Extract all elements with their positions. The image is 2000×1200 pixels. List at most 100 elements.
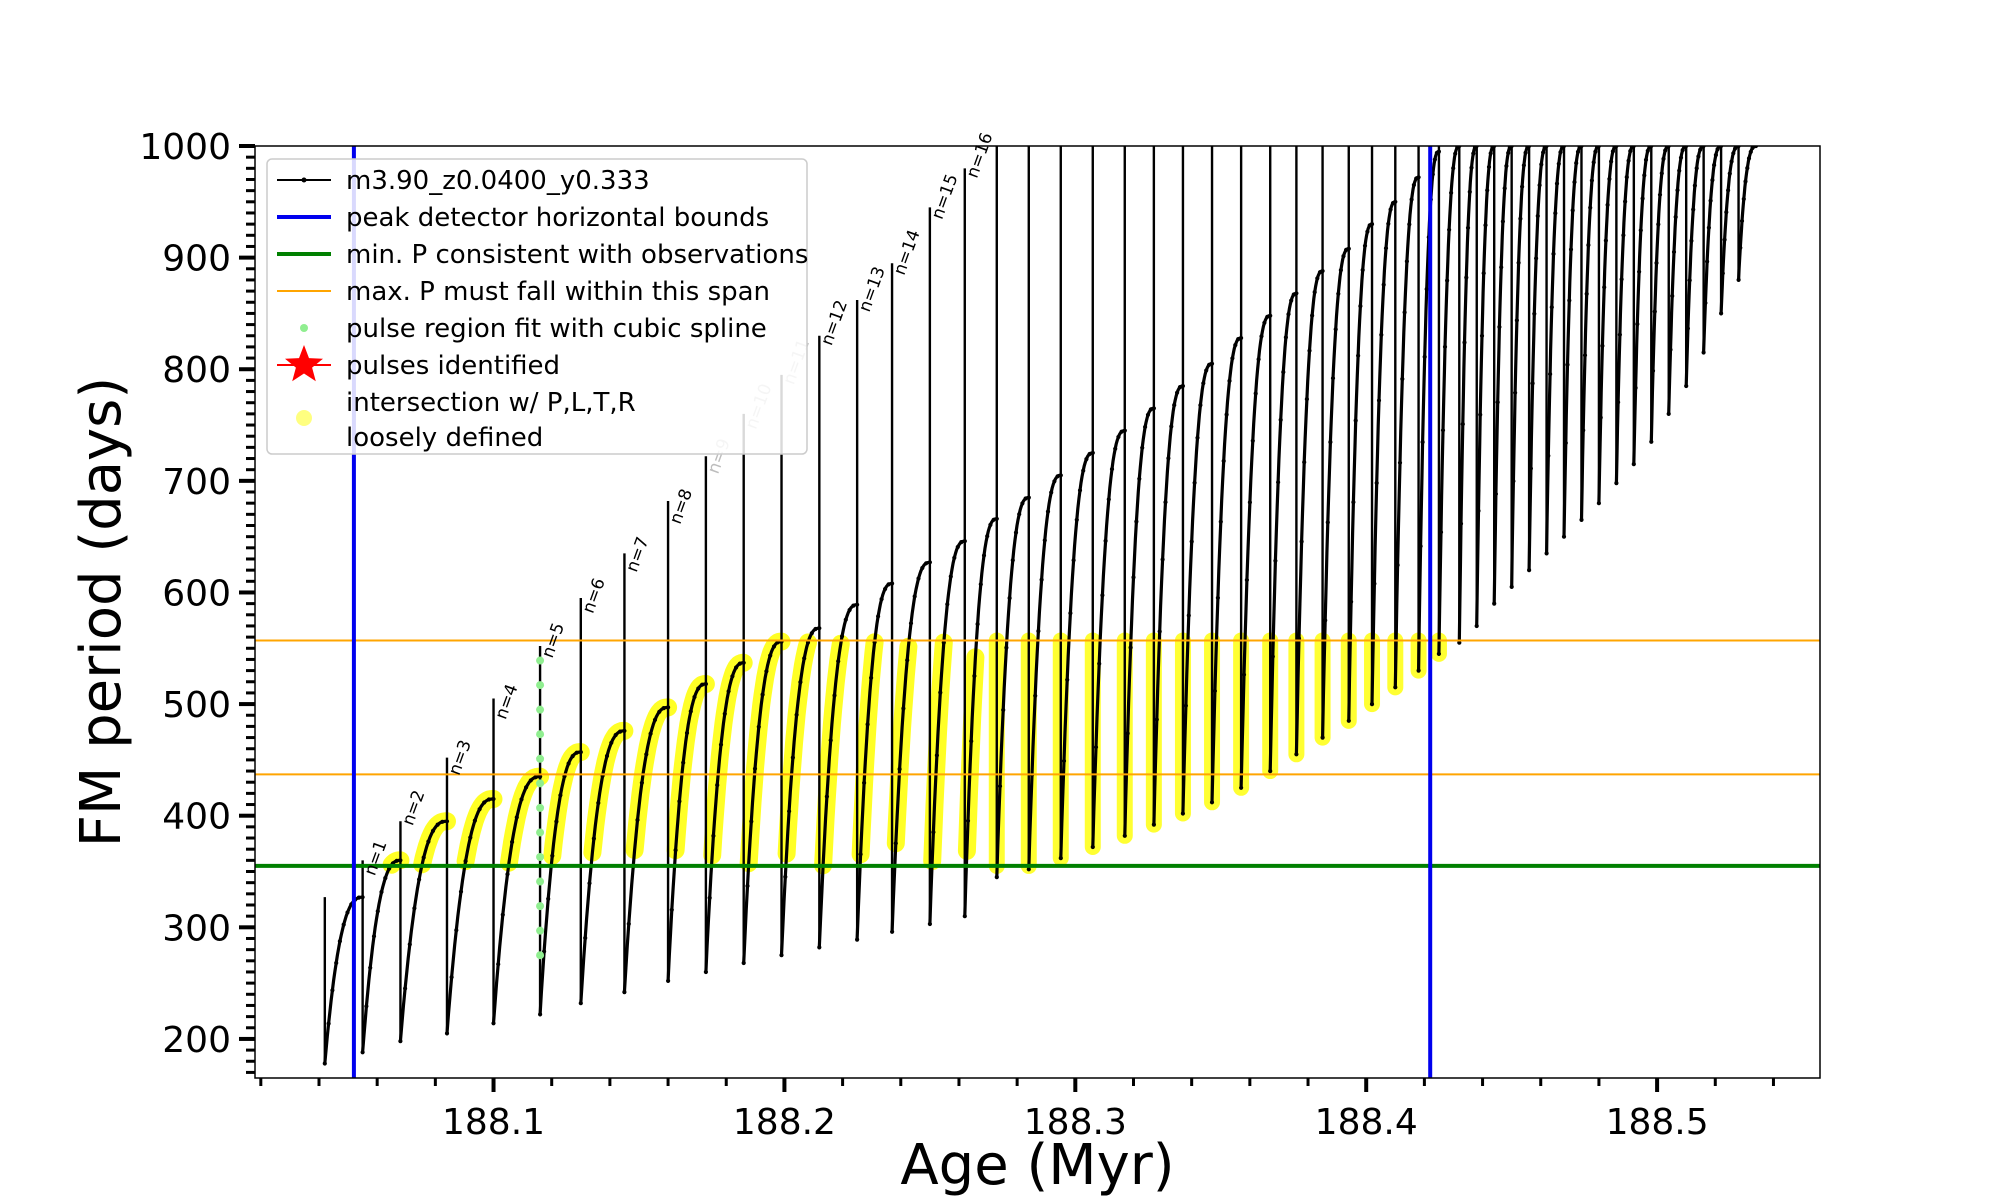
track-point <box>657 709 662 714</box>
track-point <box>477 807 482 812</box>
track-point <box>1281 370 1286 375</box>
track-point <box>879 597 884 602</box>
track-point <box>1469 165 1474 170</box>
track-point <box>613 732 618 738</box>
track-point <box>1746 156 1752 161</box>
track-point <box>1745 166 1750 171</box>
spline-point <box>536 852 545 861</box>
track-point <box>1183 703 1188 708</box>
track-point <box>1506 150 1511 156</box>
track-point <box>941 640 946 645</box>
legend-label: loosely defined <box>346 423 543 453</box>
track-point <box>1464 275 1469 280</box>
track-point <box>794 712 799 717</box>
track-point <box>832 693 837 698</box>
track-point <box>449 975 454 980</box>
track-point <box>924 561 929 566</box>
track-point <box>916 576 921 581</box>
track-point <box>1283 335 1288 340</box>
track-point <box>1643 157 1649 162</box>
track-point <box>1312 290 1317 295</box>
track-point <box>1661 156 1666 161</box>
track-point <box>440 819 445 824</box>
track-point <box>496 962 501 967</box>
legend-label: min. P consistent with observations <box>346 240 808 270</box>
track-point <box>596 800 601 806</box>
track-point <box>1495 400 1500 405</box>
legend-dot-swatch <box>301 177 307 183</box>
track-point <box>1422 354 1427 359</box>
track-point <box>1189 539 1194 544</box>
track-point <box>988 522 993 528</box>
track-point <box>1722 237 1727 242</box>
track-point <box>752 766 758 771</box>
track-point <box>1336 291 1341 296</box>
track-point <box>1358 304 1363 309</box>
track-point <box>1556 161 1561 166</box>
track-point <box>1119 429 1124 434</box>
track-point <box>1652 309 1657 314</box>
track-point <box>1409 197 1414 202</box>
track-point <box>1033 693 1038 698</box>
legend-entry: intersection w/ P,L,T,R loosely defined <box>296 388 636 453</box>
track-point <box>1315 276 1320 281</box>
track-point <box>1609 159 1614 164</box>
legend-label: intersection w/ P,L,T,R <box>346 388 636 418</box>
track-point <box>1462 340 1467 345</box>
track-point <box>1338 268 1343 273</box>
legend-entry: pulse region fit with cubic spline <box>300 314 767 344</box>
track-point <box>1548 372 1553 377</box>
y-tick-label: 700 <box>162 462 231 503</box>
track-point <box>1626 158 1631 163</box>
legend-entry: min. P consistent with observations <box>277 240 808 270</box>
track-point <box>1330 376 1336 381</box>
track-point <box>1100 593 1105 598</box>
track-point <box>463 859 468 864</box>
track-point <box>809 631 814 636</box>
track-point <box>1572 180 1577 185</box>
track-point <box>1289 298 1294 303</box>
track-point <box>905 658 910 663</box>
track-point <box>1055 474 1060 479</box>
track-point <box>417 877 422 882</box>
track-point <box>1518 216 1523 221</box>
track-point <box>1276 480 1281 485</box>
track-point <box>1353 418 1358 423</box>
track-point <box>1039 577 1044 582</box>
axes-frame <box>254 145 1821 1079</box>
track-point <box>1575 149 1581 154</box>
track-point <box>394 858 399 863</box>
track-point <box>550 853 555 858</box>
track-point <box>847 607 852 613</box>
track-point <box>1645 148 1650 153</box>
track-point <box>920 565 925 571</box>
track-point <box>972 673 977 679</box>
track-point <box>1673 214 1678 220</box>
track-point <box>893 841 898 846</box>
track-point <box>1486 164 1492 170</box>
track-point <box>1023 496 1028 501</box>
track-point <box>1007 596 1012 601</box>
track-point <box>1705 259 1710 264</box>
track-point <box>1602 285 1607 290</box>
track-point <box>426 839 431 844</box>
track-point <box>1383 246 1389 251</box>
spline-point <box>536 926 545 935</box>
track-point <box>975 622 980 627</box>
track-point <box>1504 163 1509 169</box>
spline-point <box>536 681 545 690</box>
track-point <box>458 889 464 894</box>
track-point <box>1074 517 1079 522</box>
track-point <box>813 626 818 632</box>
legend-label: m3.90_z0.0400_y0.333 <box>346 166 650 196</box>
track-point <box>1386 221 1391 226</box>
track-point <box>1692 183 1697 188</box>
track-point <box>1169 424 1174 429</box>
track-point <box>554 819 559 824</box>
track-point <box>1541 150 1546 155</box>
track-point <box>1307 348 1312 353</box>
track-point <box>1729 159 1734 164</box>
track-point <box>1465 225 1471 230</box>
track-point <box>1140 445 1145 450</box>
